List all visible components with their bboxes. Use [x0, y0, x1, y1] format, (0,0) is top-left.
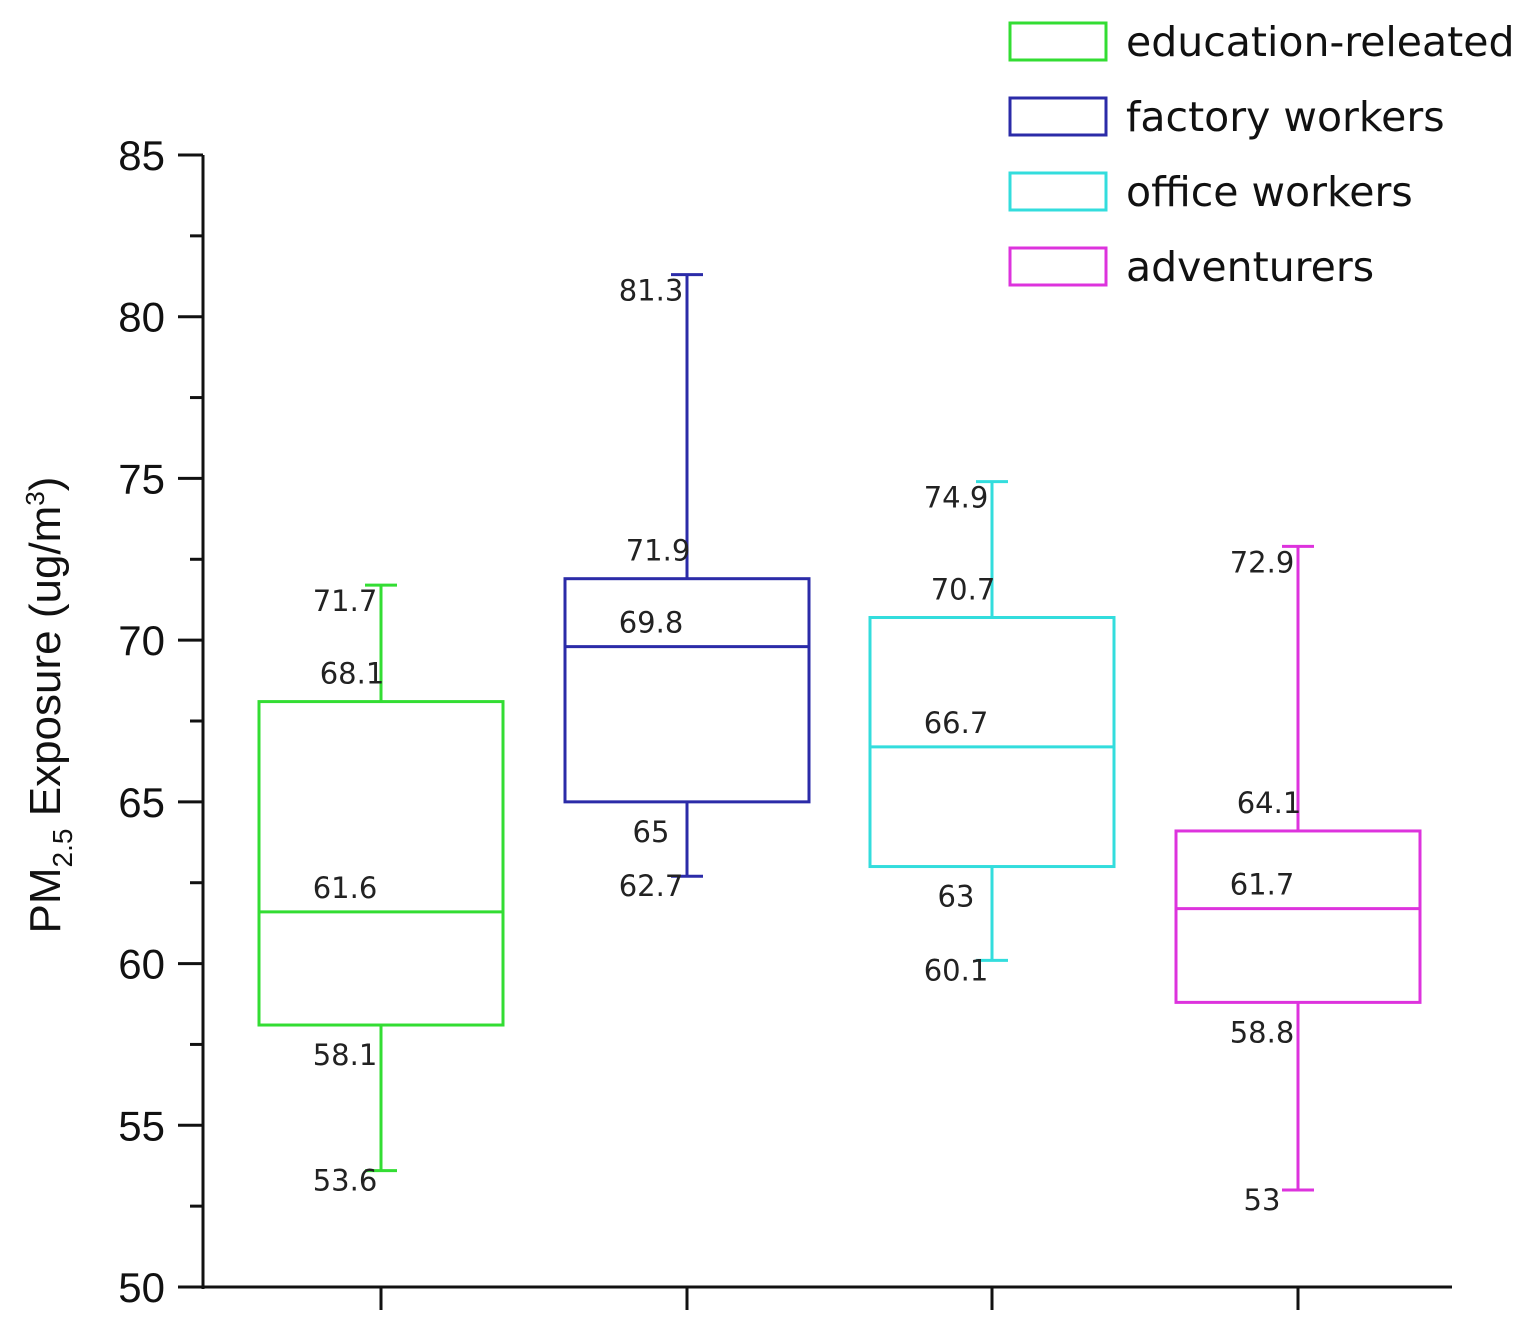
box-group-factory-workers: 81.3 71.9 69.8 65 62.7 — [563, 273, 811, 903]
label-whisker-low: 53 — [1244, 1183, 1281, 1217]
label-median: 61.7 — [1230, 868, 1295, 902]
label-q1: 58.1 — [313, 1038, 378, 1072]
label-median: 61.6 — [313, 871, 378, 905]
legend-swatch — [1008, 96, 1108, 137]
axes: 50 55 60 65 70 75 80 85 — [118, 132, 1452, 1311]
legend-label: factory workers — [1126, 93, 1445, 141]
iqr-box — [868, 616, 1116, 869]
label-median: 69.8 — [619, 606, 684, 640]
label-q3: 70.7 — [931, 573, 996, 607]
iqr-box — [563, 577, 811, 804]
y-tick-label: 65 — [118, 779, 165, 826]
y-tick-label: 70 — [118, 617, 165, 664]
legend-swatch — [1008, 246, 1108, 287]
label-whisker-high: 72.9 — [1230, 545, 1295, 579]
legend-swatch — [1008, 171, 1108, 212]
label-q3: 68.1 — [320, 657, 385, 691]
label-whisker-high: 71.7 — [313, 584, 378, 618]
y-tick-label: 60 — [118, 941, 165, 988]
label-whisker-low: 62.7 — [619, 869, 684, 903]
legend-swatch — [1008, 21, 1108, 62]
box-group-office-workers: 74.9 70.7 66.7 63 60.1 — [868, 480, 1116, 987]
label-q3: 64.1 — [1237, 786, 1302, 820]
label-q1: 65 — [633, 815, 670, 849]
iqr-box — [257, 700, 505, 1027]
y-tick-label: 75 — [118, 455, 165, 502]
box-group-education-releated: 71.7 68.1 61.6 58.1 53.6 — [257, 583, 505, 1198]
label-whisker-high: 74.9 — [924, 481, 989, 515]
y-tick-label: 80 — [118, 294, 165, 341]
legend: education-releated factory workers office … — [1008, 18, 1514, 291]
legend-label: adventurers — [1126, 243, 1374, 291]
box-group-adventurers: 72.9 64.1 61.7 58.8 53 — [1174, 544, 1422, 1217]
label-q3: 71.9 — [626, 534, 691, 568]
y-tick-label: 85 — [118, 132, 165, 179]
label-whisker-high: 81.3 — [619, 274, 684, 308]
y-tick-label: 50 — [118, 1264, 165, 1311]
label-whisker-low: 60.1 — [924, 953, 989, 987]
iqr-box — [1174, 829, 1422, 1004]
label-median: 66.7 — [924, 706, 989, 740]
legend-label: education-releated — [1126, 18, 1514, 66]
label-whisker-low: 53.6 — [313, 1164, 378, 1198]
legend-label: office workers — [1126, 168, 1413, 216]
y-tick-label: 55 — [118, 1102, 165, 1149]
label-q1: 58.8 — [1230, 1015, 1295, 1049]
y-axis-label: PM2.5 Exposure (ug/m3) — [20, 477, 78, 934]
label-q1: 63 — [938, 880, 975, 914]
